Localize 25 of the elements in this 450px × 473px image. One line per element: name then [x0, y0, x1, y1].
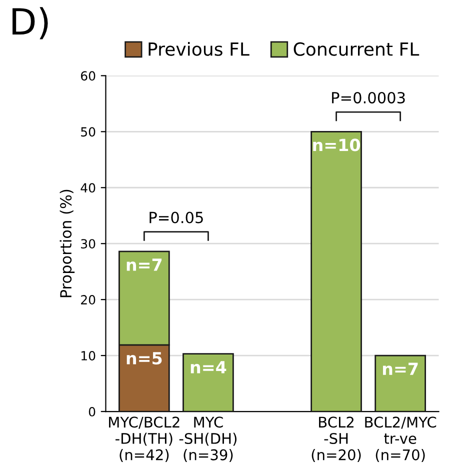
annotation: P=0.05: [150, 212, 203, 224]
annotation: n=10: [313, 138, 360, 152]
legend-label: Previous FL: [148, 42, 250, 56]
legend-label: Concurrent FL: [294, 42, 420, 56]
x-tick-label: BCL2 -SH (n=20): [312, 416, 361, 462]
chart-title: D): [12, 7, 48, 40]
bar: [182, 353, 234, 412]
y-tick-label: 20: [81, 295, 96, 304]
annotation: n=4: [190, 361, 226, 374]
y-tick-label: 40: [80, 183, 96, 193]
y-tick-label: 0: [88, 406, 96, 416]
annotation: P=0.0003: [332, 92, 405, 104]
y-axis-title: Proportion (%): [60, 190, 75, 298]
y-tick-label: 50: [81, 127, 96, 137]
bar: [374, 354, 426, 412]
x-tick-label: MYC -SH(DH) (n=39): [179, 416, 236, 462]
annotation: n=7: [126, 258, 162, 271]
x-tick-label: MYC/BCL2 -DH(TH) (n=42): [109, 416, 180, 462]
y-tick-label: 30: [81, 239, 96, 249]
y-tick-label: 10: [81, 351, 96, 360]
y-tick-label: 60: [80, 71, 96, 81]
x-tick-label: BCL2/MYC tr-ve (n=70): [365, 416, 436, 462]
annotation: n=7: [383, 362, 418, 375]
annotation: n=5: [126, 352, 162, 365]
bar: [310, 130, 362, 412]
